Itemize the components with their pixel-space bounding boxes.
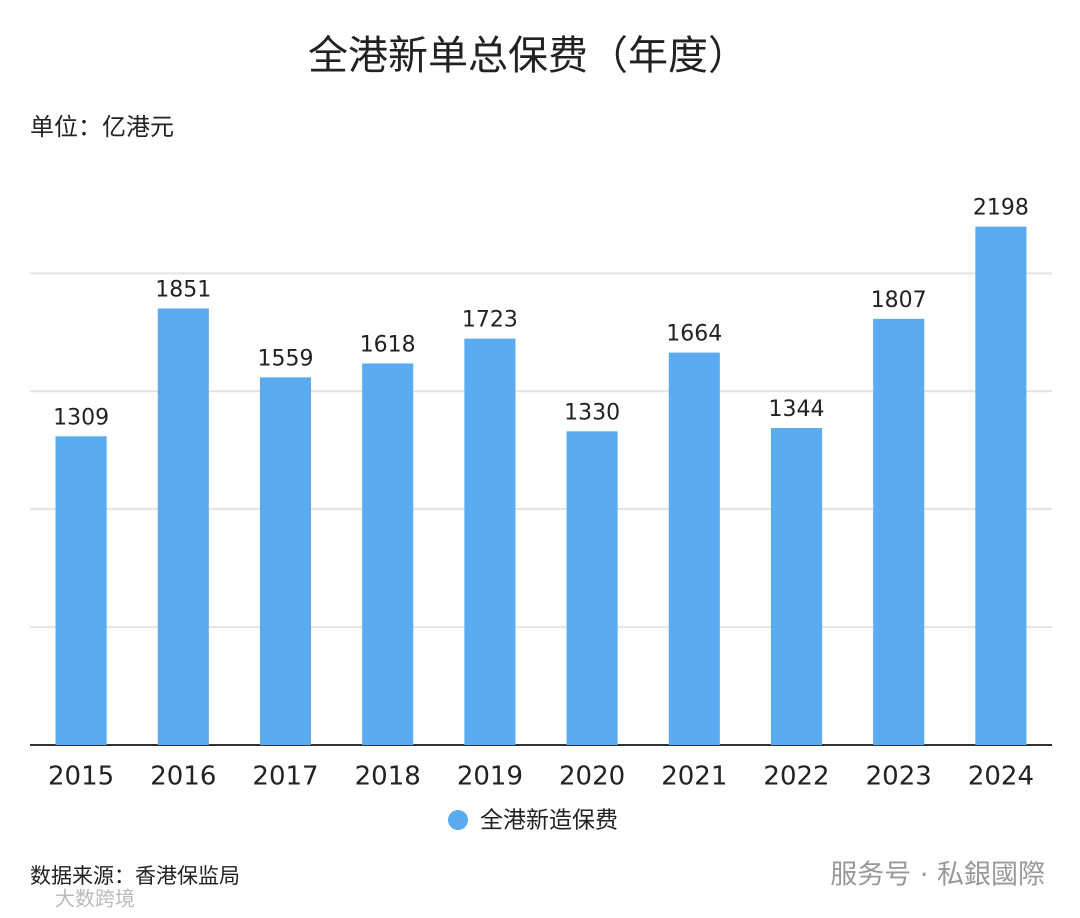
bar: [259, 377, 312, 745]
bar: [157, 308, 209, 745]
x-tick-label: 2021: [661, 762, 727, 792]
bar: [975, 226, 1027, 746]
bar: [873, 318, 925, 745]
x-tick-label: 2022: [763, 762, 829, 792]
value-label: 1559: [258, 346, 314, 371]
bar: [668, 352, 720, 745]
corner-mark: 大数跨境: [55, 887, 135, 911]
bar: [362, 363, 414, 745]
value-label: 1344: [769, 397, 825, 422]
x-tick-label: 2023: [866, 762, 932, 792]
x-tick-label: 2019: [457, 762, 523, 792]
value-label: 1309: [53, 405, 109, 430]
watermark: 服务号 · 私銀國際: [830, 860, 1045, 891]
x-tick-label: 2024: [968, 762, 1034, 792]
x-tick-label: 2020: [559, 762, 625, 792]
chart-title: 全港新单总保费（年度）: [308, 33, 748, 79]
bar: [566, 431, 618, 745]
legend-label: 全港新造保费: [480, 808, 618, 834]
value-label: 1618: [360, 332, 416, 357]
x-tick-label: 2016: [150, 762, 216, 792]
x-tick-label: 2015: [48, 762, 114, 792]
x-tick-label: 2017: [252, 762, 318, 792]
value-label: 1807: [871, 288, 927, 313]
unit-label: 单位：亿港元: [30, 113, 174, 141]
bar: [55, 436, 107, 745]
value-label: 1723: [462, 308, 518, 333]
value-label: 1330: [564, 400, 620, 425]
value-label: 2198: [973, 196, 1029, 221]
legend-swatch: [448, 810, 468, 830]
source-note: 数据来源：香港保监局: [30, 864, 240, 888]
x-tick-label: 2018: [355, 762, 421, 792]
value-label: 1664: [666, 322, 722, 347]
bar: [464, 338, 516, 745]
value-label: 1851: [155, 277, 211, 302]
bar: [770, 428, 823, 745]
